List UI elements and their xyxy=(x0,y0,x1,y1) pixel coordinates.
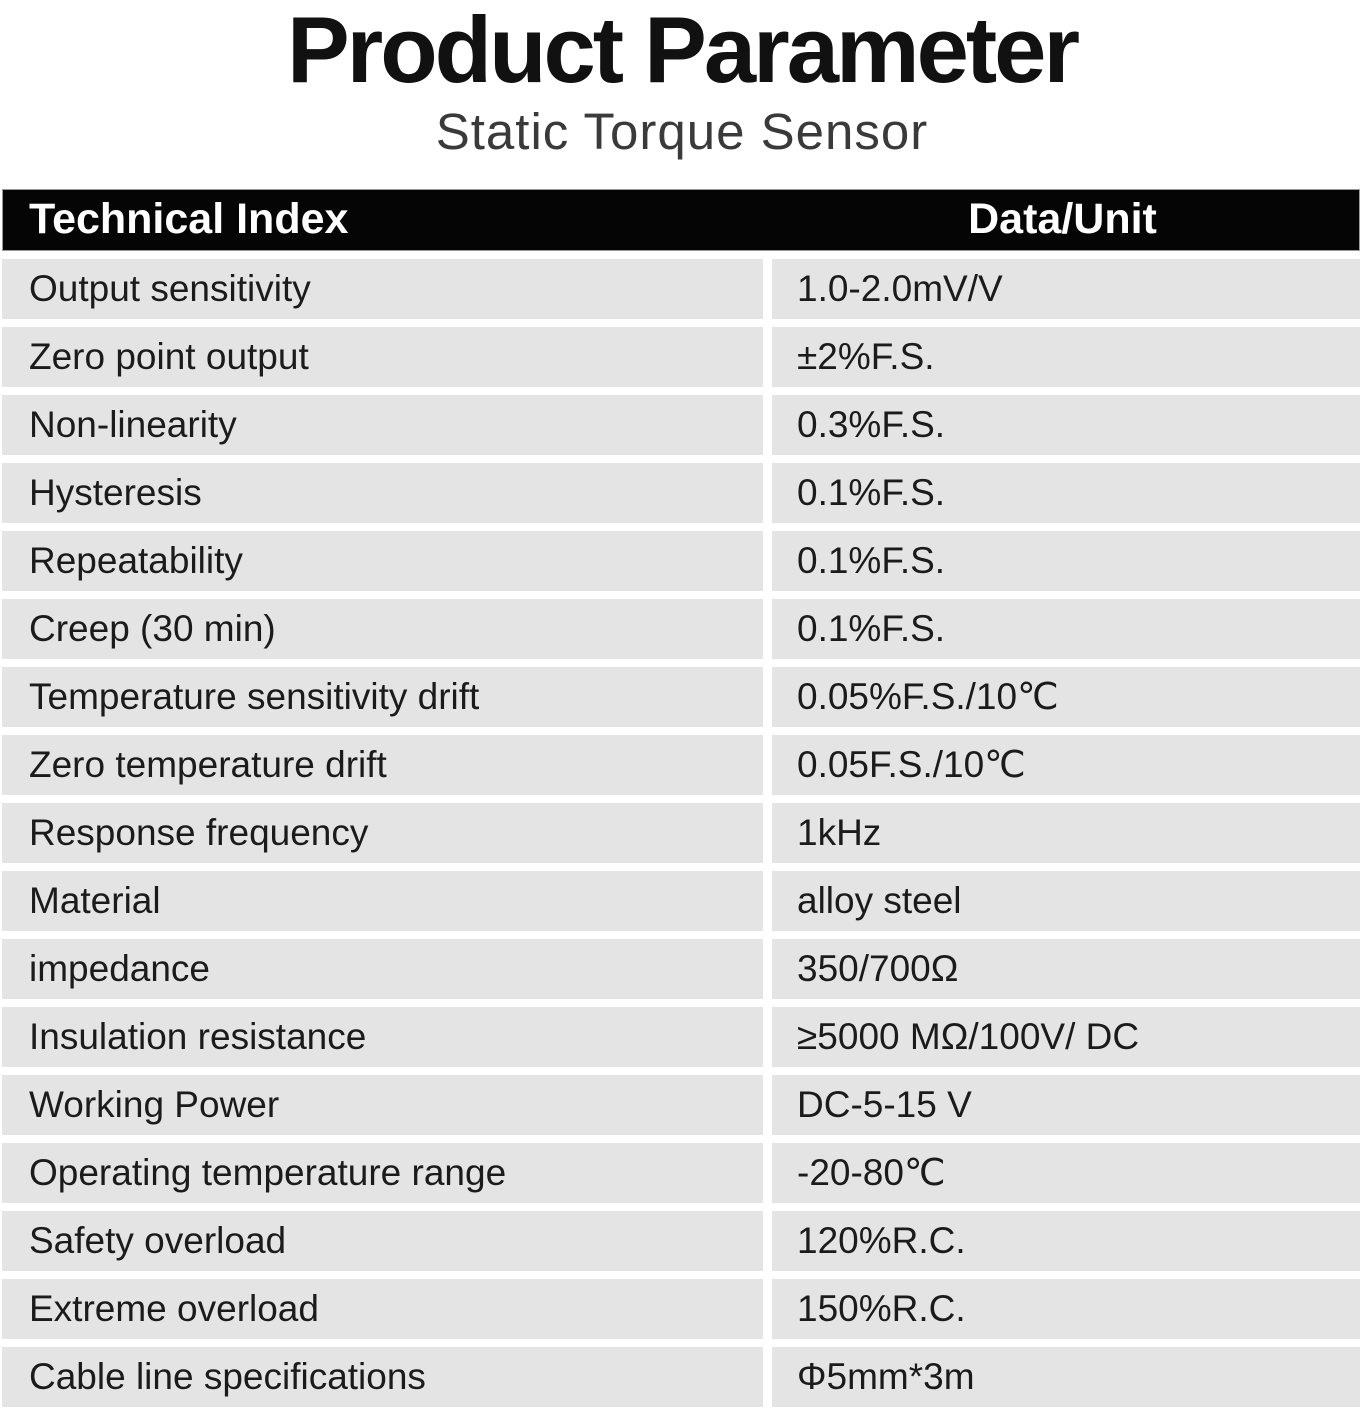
table-row: Non-linearity 0.3%F.S. xyxy=(2,394,1360,455)
table-row: Zero temperature drift 0.05F.S./10℃ xyxy=(2,734,1360,795)
row-label: Insulation resistance xyxy=(2,1006,763,1067)
table-body: Output sensitivity 1.0-2.0mV/V Zero poin… xyxy=(2,258,1360,1407)
column-header-technical-index: Technical Index xyxy=(29,195,349,244)
row-label: Operating temperature range xyxy=(2,1142,763,1203)
row-value: 120%R.C. xyxy=(772,1210,1360,1271)
row-label: Non-linearity xyxy=(2,394,763,455)
row-value: alloy steel xyxy=(772,870,1360,931)
row-label: Response frequency xyxy=(2,802,763,863)
row-label: Material xyxy=(2,870,763,931)
row-label: Cable line specifications xyxy=(2,1346,763,1407)
table-row: Zero point output ±2%F.S. xyxy=(2,326,1360,387)
table-row: Output sensitivity 1.0-2.0mV/V xyxy=(2,258,1360,319)
table-row: Extreme overload 150%R.C. xyxy=(2,1278,1360,1339)
row-label: Hysteresis xyxy=(2,462,763,523)
row-label: Working Power xyxy=(2,1074,763,1135)
table-row: Operating temperature range -20-80℃ xyxy=(2,1142,1360,1203)
row-label: Extreme overload xyxy=(2,1278,763,1339)
row-label: Repeatability xyxy=(2,530,763,591)
row-value: 0.1%F.S. xyxy=(772,462,1360,523)
row-label: Output sensitivity xyxy=(2,258,763,319)
table-row: impedance 350/700Ω xyxy=(2,938,1360,999)
table-row: Hysteresis 0.1%F.S. xyxy=(2,462,1360,523)
row-value: 1.0-2.0mV/V xyxy=(772,258,1360,319)
row-value: 150%R.C. xyxy=(772,1278,1360,1339)
page-title: Product Parameter xyxy=(286,0,1080,102)
row-value: 0.1%F.S. xyxy=(772,530,1360,591)
row-label: Creep (30 min) xyxy=(2,598,763,659)
column-header-data-unit: Data/Unit xyxy=(968,195,1157,244)
table-row: Material alloy steel xyxy=(2,870,1360,931)
page-header: Product Parameter Static Torque Sensor xyxy=(0,0,1364,160)
row-value: ≥5000 MΩ/100V/ DC xyxy=(772,1006,1360,1067)
row-label: Zero point output xyxy=(2,326,763,387)
table-row: Cable line specifications Φ5mm*3m xyxy=(2,1346,1360,1407)
table-row: Creep (30 min) 0.1%F.S. xyxy=(2,598,1360,659)
row-value: ±2%F.S. xyxy=(772,326,1360,387)
row-value: DC-5-15 V xyxy=(772,1074,1360,1135)
row-label: impedance xyxy=(2,938,763,999)
row-value: 0.05F.S./10℃ xyxy=(772,734,1360,795)
row-value: 350/700Ω xyxy=(772,938,1360,999)
table-row: Safety overload 120%R.C. xyxy=(2,1210,1360,1271)
row-label: Safety overload xyxy=(2,1210,763,1271)
table-row: Temperature sensitivity drift 0.05%F.S./… xyxy=(2,666,1360,727)
row-value: 0.05%F.S./10℃ xyxy=(772,666,1360,727)
table-row: Working Power DC-5-15 V xyxy=(2,1074,1360,1135)
page-subtitle: Static Torque Sensor xyxy=(435,102,929,160)
table-row: Response frequency 1kHz xyxy=(2,802,1360,863)
spec-table: Technical Index Data/Unit Output sensiti… xyxy=(2,188,1360,1407)
row-label: Zero temperature drift xyxy=(2,734,763,795)
row-value: Φ5mm*3m xyxy=(772,1346,1360,1407)
row-value: 0.3%F.S. xyxy=(772,394,1360,455)
row-label: Temperature sensitivity drift xyxy=(2,666,763,727)
table-row: Insulation resistance ≥5000 MΩ/100V/ DC xyxy=(2,1006,1360,1067)
table-row: Repeatability 0.1%F.S. xyxy=(2,530,1360,591)
table-header-row: Technical Index Data/Unit xyxy=(2,188,1360,251)
row-value: 0.1%F.S. xyxy=(772,598,1360,659)
row-value: 1kHz xyxy=(772,802,1360,863)
row-value: -20-80℃ xyxy=(772,1142,1360,1203)
